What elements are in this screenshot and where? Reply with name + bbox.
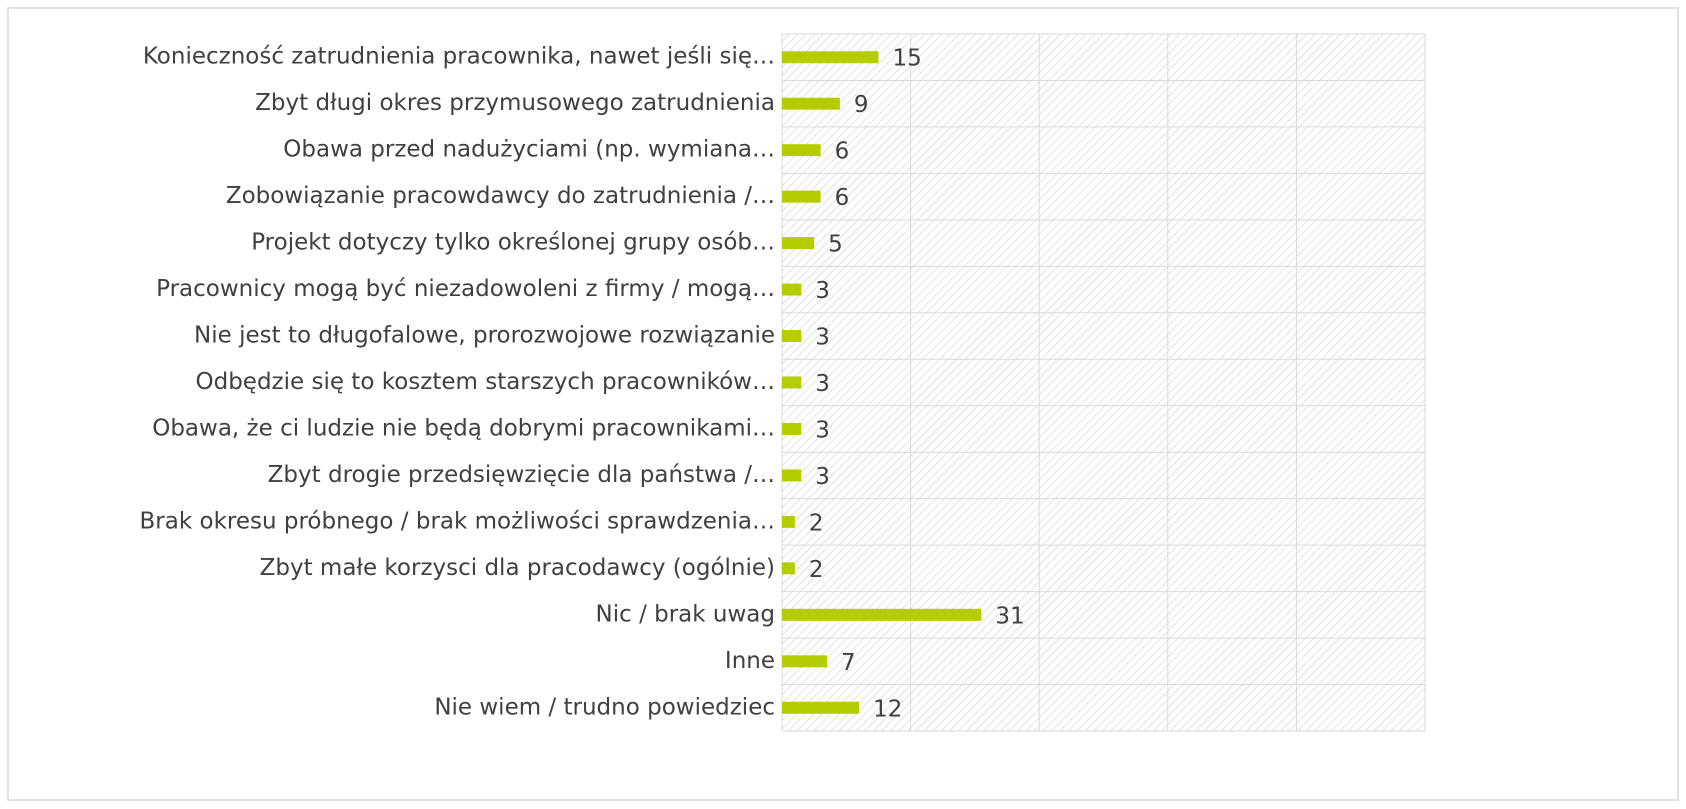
bar — [782, 701, 860, 714]
y-tick-label: Zobowiązanie pracowdawcy do zatrudnienia… — [226, 183, 775, 209]
y-tick-label: Nie wiem / trudno powiedziec — [434, 694, 775, 720]
value-label: 2 — [809, 557, 824, 583]
bar — [782, 422, 802, 435]
value-label: 6 — [835, 185, 850, 211]
y-tick-label: Nic / brak uwag — [596, 601, 775, 627]
y-tick-label: Inne — [725, 648, 775, 674]
y-tick-label: Pracownicy mogą być niezadowoleni z firm… — [156, 276, 775, 302]
bar — [782, 562, 795, 575]
bar — [782, 469, 802, 482]
value-label: 3 — [815, 371, 830, 397]
bar — [782, 608, 982, 621]
value-label: 12 — [873, 696, 902, 722]
value-label: 9 — [854, 92, 869, 118]
bar — [782, 655, 828, 668]
bar — [782, 144, 821, 157]
y-tick-label: Zbyt drogie przedsięwzięcie dla państwa … — [268, 462, 775, 488]
value-label: 3 — [815, 417, 830, 443]
y-tick-label: Brak okresu próbnego / brak możliwości s… — [140, 508, 775, 534]
value-label: 3 — [815, 278, 830, 304]
bar — [782, 97, 840, 110]
value-label: 3 — [815, 464, 830, 490]
y-tick-label: Obawa, że ci ludzie nie będą dobrymi pra… — [152, 415, 775, 441]
bar — [782, 190, 821, 203]
value-label: 31 — [995, 603, 1024, 629]
bar — [782, 515, 795, 528]
bar — [782, 330, 802, 343]
y-tick-label: Zbyt długi okres przymusowego zatrudnien… — [255, 90, 775, 116]
bar — [782, 376, 802, 389]
value-label: 7 — [841, 650, 856, 676]
value-label: 3 — [815, 325, 830, 351]
bar — [782, 51, 879, 64]
plot-area — [782, 34, 1425, 731]
value-label: 2 — [809, 510, 824, 536]
y-tick-label: Nie jest to długofalowe, prorozwojowe ro… — [194, 323, 775, 349]
chart-border — [7, 7, 1679, 801]
bar — [782, 283, 802, 296]
y-tick-label: Obawa przed nadużyciami (np. wymiana… — [283, 137, 775, 163]
y-tick-label: Odbędzie się to kosztem starszych pracow… — [195, 369, 775, 395]
y-tick-label: Konieczność zatrudnienia pracownika, naw… — [143, 44, 775, 70]
value-label: 15 — [892, 46, 921, 72]
value-label: 5 — [828, 232, 843, 258]
y-tick-label: Zbyt małe korzysci dla pracodawcy (ogóln… — [260, 555, 775, 581]
value-label: 6 — [835, 139, 850, 165]
y-tick-label: Projekt dotyczy tylko określonej grupy o… — [251, 230, 775, 256]
bar — [782, 237, 815, 250]
